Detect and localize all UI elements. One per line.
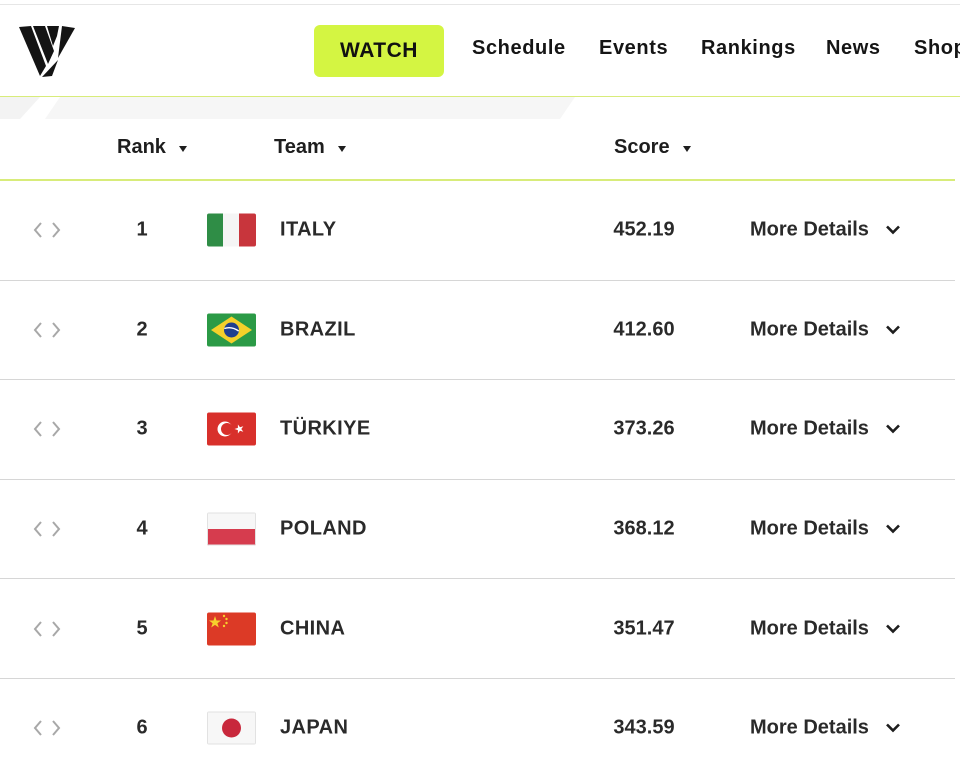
score-header-label: Score xyxy=(614,136,670,158)
chevron-down-icon xyxy=(886,624,900,634)
chevron-down-icon xyxy=(886,425,900,434)
chevron-down-icon xyxy=(886,524,900,534)
nav-schedule[interactable]: Schedule xyxy=(472,37,566,59)
rank-value: 3 xyxy=(136,417,148,440)
team-name[interactable]: BRAZIL xyxy=(280,318,356,341)
more-details-label: More Details xyxy=(750,417,869,440)
more-details-label: More Details xyxy=(750,318,869,341)
table-row: 2 BRAZIL 412.60 More Details xyxy=(0,281,955,381)
more-details-toggle[interactable]: More Details xyxy=(750,717,901,740)
team-header-label: Team xyxy=(274,136,325,158)
score-value: 373.26 xyxy=(613,417,675,440)
chevron-down-icon xyxy=(886,225,900,235)
more-details-toggle[interactable]: More Details xyxy=(750,418,901,441)
team-name[interactable]: POLAND xyxy=(280,517,367,540)
rank-header-label: Rank xyxy=(117,136,166,158)
nav-news[interactable]: News xyxy=(826,37,881,59)
table-row: 4 POLAND 368.12 More Details xyxy=(0,480,955,580)
more-details-label: More Details xyxy=(750,716,869,739)
team-name[interactable]: CHINA xyxy=(280,617,346,640)
score-value: 452.19 xyxy=(613,218,675,241)
brazil-flag-icon xyxy=(207,313,256,347)
score-value: 412.60 xyxy=(613,318,675,341)
more-details-label: More Details xyxy=(750,218,869,241)
more-details-toggle[interactable]: More Details xyxy=(750,318,901,341)
more-details-label: More Details xyxy=(750,517,869,540)
volleyball-world-logo-icon[interactable] xyxy=(18,24,76,78)
caret-down-icon xyxy=(682,145,691,152)
turkiye-flag-icon xyxy=(207,412,256,446)
decorative-band xyxy=(0,97,960,119)
table-header: Rank Team Score xyxy=(0,119,955,179)
expand-code-icon[interactable] xyxy=(32,220,62,240)
table-row: 3 TÜRKIYE 373.26 More Details xyxy=(0,380,955,480)
rank-value: 2 xyxy=(136,318,148,341)
watch-button[interactable]: WATCH xyxy=(314,25,444,77)
chevron-down-icon xyxy=(886,723,900,733)
japan-flag-icon xyxy=(207,711,256,745)
table-row: 6 JAPAN 343.59 More Details xyxy=(0,679,955,778)
expand-code-icon[interactable] xyxy=(32,519,62,539)
score-value: 343.59 xyxy=(613,716,675,739)
nav-events[interactable]: Events xyxy=(599,37,669,59)
caret-down-icon xyxy=(178,145,187,152)
top-divider xyxy=(0,4,960,5)
more-details-toggle[interactable]: More Details xyxy=(750,617,901,640)
nav-rankings[interactable]: Rankings xyxy=(701,37,796,59)
rank-value: 6 xyxy=(136,716,148,739)
score-value: 351.47 xyxy=(613,617,675,640)
team-name[interactable]: TÜRKIYE xyxy=(280,417,371,440)
sort-rank-header[interactable]: Rank xyxy=(117,136,187,159)
sort-team-header[interactable]: Team xyxy=(274,136,346,159)
italy-flag-icon xyxy=(207,213,256,247)
caret-down-icon xyxy=(337,145,346,152)
sort-score-header[interactable]: Score xyxy=(614,136,691,159)
table-row: 5 CHINA 351.47 More Details xyxy=(0,579,955,679)
nav-shop[interactable]: Shop xyxy=(914,37,960,59)
more-details-label: More Details xyxy=(750,617,869,640)
expand-code-icon[interactable] xyxy=(32,419,62,439)
rank-value: 5 xyxy=(136,617,148,640)
more-details-toggle[interactable]: More Details xyxy=(750,518,901,541)
header-accent-border xyxy=(0,96,960,97)
site-header: WATCH Schedule Events Rankings News Shop xyxy=(0,6,960,96)
table-row: 1 ITALY 452.19 More Details xyxy=(0,181,955,281)
china-flag-icon xyxy=(207,612,256,646)
poland-flag-icon xyxy=(207,512,256,546)
score-value: 368.12 xyxy=(613,517,675,540)
expand-code-icon[interactable] xyxy=(32,619,62,639)
chevron-down-icon xyxy=(886,325,900,335)
expand-code-icon[interactable] xyxy=(32,718,62,738)
rank-value: 4 xyxy=(136,517,148,540)
team-name[interactable]: ITALY xyxy=(280,218,337,241)
expand-code-icon[interactable] xyxy=(32,320,62,340)
table-header-border xyxy=(0,179,955,181)
team-name[interactable]: JAPAN xyxy=(280,716,349,739)
rankings-table-body: 1 ITALY 452.19 More Details 2 BRAZIL 412… xyxy=(0,181,955,778)
rank-value: 1 xyxy=(136,218,148,241)
more-details-toggle[interactable]: More Details xyxy=(750,219,901,242)
